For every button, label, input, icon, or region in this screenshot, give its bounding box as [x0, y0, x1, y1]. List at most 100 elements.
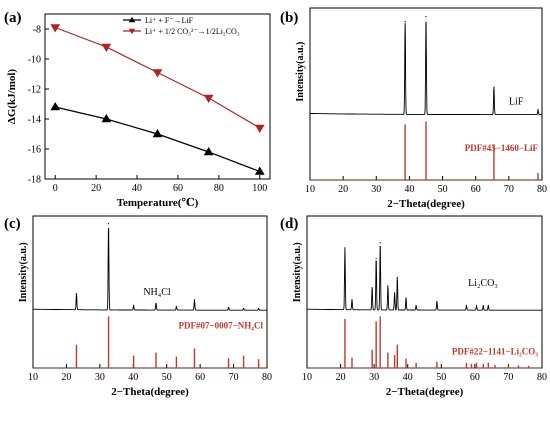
sample-peak — [387, 285, 389, 287]
legend-swatch-marker — [128, 16, 136, 23]
series-2-point — [203, 94, 214, 103]
legend-label: Li⁺ + 1/2 CO₃²⁻→1/2Li₂CO₃ — [145, 27, 240, 36]
x-tick-label: 20 — [336, 372, 346, 383]
reference-label: PDF#07−0007−NH₄Cl — [179, 320, 264, 330]
reference-label: PDF#45−1460−LiF — [465, 143, 539, 153]
sample-peak — [175, 306, 177, 308]
y-tick-label: -14 — [28, 115, 41, 126]
sample-peak — [351, 299, 353, 301]
sample-peak — [258, 307, 260, 310]
plot-frame — [306, 215, 543, 369]
panel-label-d: (d) — [280, 216, 298, 232]
series-1-point — [50, 102, 61, 111]
sample-pattern-trace — [310, 21, 542, 116]
panel-b: 10 20 30 40 50 60 70 80 2−Theta(degree) Intensity… — [295, 7, 547, 210]
y-axis-title: Intensity(a.u.) — [295, 42, 306, 102]
sample-label: NH₄Cl — [143, 287, 171, 298]
series-2-point — [50, 24, 61, 33]
x-tick-label: 80 — [537, 372, 547, 383]
sample-peak — [482, 305, 484, 307]
series-2-point — [101, 43, 112, 52]
x-tick-label: 20 — [91, 183, 101, 194]
sample-peak — [493, 86, 495, 88]
y-axis-title: ΔG(kJ/mol) — [6, 69, 18, 125]
sample-peak — [415, 305, 417, 307]
sample-peak — [344, 247, 346, 249]
x-tick-label: 80 — [537, 184, 547, 195]
y-tick-label: -18 — [28, 175, 41, 186]
x-tick-label: 50 — [162, 372, 172, 383]
sample-label: LiF — [509, 97, 524, 108]
sample-peak — [375, 257, 377, 259]
legend-label: Li⁺ + F⁻→LiF — [145, 16, 194, 25]
panel-label-a: (a) — [4, 10, 22, 26]
sample-peak — [405, 297, 407, 299]
y-axis-title: Intensity(a.u.) — [18, 242, 29, 302]
x-tick-label: 0 — [53, 183, 58, 194]
sample-peak — [396, 276, 398, 278]
sample-peak — [537, 109, 539, 111]
sample-peak — [475, 305, 478, 307]
sample-peak — [404, 20, 406, 23]
x-axis-title: 2−Theta(degree) — [386, 386, 464, 398]
plot-frame — [44, 13, 271, 180]
x-tick-label: 80 — [262, 372, 272, 383]
x-tick-label: 20 — [61, 372, 71, 383]
sample-peak — [133, 305, 135, 307]
x-tick-label: 60 — [195, 372, 205, 383]
panel-d: 10 20 30 40 50 60 70 80 2−Theta(degree) Intensity… — [292, 215, 547, 398]
x-tick-label: 50 — [436, 372, 446, 383]
x-tick-label: 50 — [438, 184, 448, 195]
sample-peak — [155, 302, 157, 304]
series-2-point — [254, 124, 265, 133]
panel-label-b: (b) — [280, 10, 298, 26]
x-tick-label: 100 — [252, 183, 267, 194]
sample-peak — [436, 301, 438, 303]
sample-peak — [394, 292, 396, 294]
sample-peak — [243, 307, 245, 310]
series-1-point — [203, 147, 214, 156]
x-axis-title: 2−Theta(degree) — [387, 198, 465, 210]
sample-peak — [193, 299, 196, 301]
panel-c: 10 20 30 40 50 60 70 80 2−Theta(degree) Intensity… — [18, 215, 272, 398]
series-line-2 — [54, 26, 261, 129]
sample-pattern-trace — [33, 228, 267, 311]
y-tick-label: -12 — [28, 85, 41, 96]
sample-peak — [487, 305, 489, 307]
series-1-point — [101, 114, 112, 123]
sample-peak — [228, 307, 230, 309]
x-tick-label: 30 — [371, 184, 381, 195]
panel-a: 0 20 40 60 80 100 -8 -10 -12 -14 -16 -18 Temperature… — [6, 13, 271, 209]
series-2-point — [152, 69, 163, 78]
x-axis-title: Temperature(℃) — [117, 197, 199, 209]
x-tick-label: 60 — [470, 372, 480, 383]
y-tick-label: -10 — [28, 55, 41, 66]
sample-peak — [465, 305, 468, 307]
sample-peak — [379, 242, 381, 244]
sample-peak — [75, 293, 78, 295]
x-tick-label: 70 — [504, 184, 514, 195]
sample-peak — [107, 223, 110, 225]
x-tick-label: 80 — [214, 183, 224, 194]
x-tick-label: 60 — [471, 184, 481, 195]
reference-label: PDF#22−1141−Li₂CO₃ — [452, 346, 538, 356]
x-tick-label: 10 — [28, 372, 38, 383]
y-tick-label: -8 — [33, 25, 41, 36]
x-tick-label: 10 — [302, 372, 312, 383]
series-1-point — [152, 129, 163, 138]
x-tick-label: 30 — [369, 372, 379, 383]
y-axis-title: Intensity(a.u.) — [292, 242, 303, 302]
legend-swatch-marker — [128, 28, 136, 35]
x-tick-label: 20 — [338, 184, 348, 195]
x-tick-label: 60 — [173, 183, 183, 194]
panel-label-c: (c) — [4, 216, 21, 232]
x-tick-label: 40 — [403, 372, 413, 383]
sample-peak — [371, 287, 373, 289]
sample-pattern-trace — [307, 245, 542, 311]
x-tick-label: 10 — [305, 184, 315, 195]
series-line-1 — [55, 106, 261, 173]
sample-peak — [425, 16, 427, 18]
y-tick-label: -16 — [28, 145, 41, 156]
series-1-point — [254, 166, 265, 175]
